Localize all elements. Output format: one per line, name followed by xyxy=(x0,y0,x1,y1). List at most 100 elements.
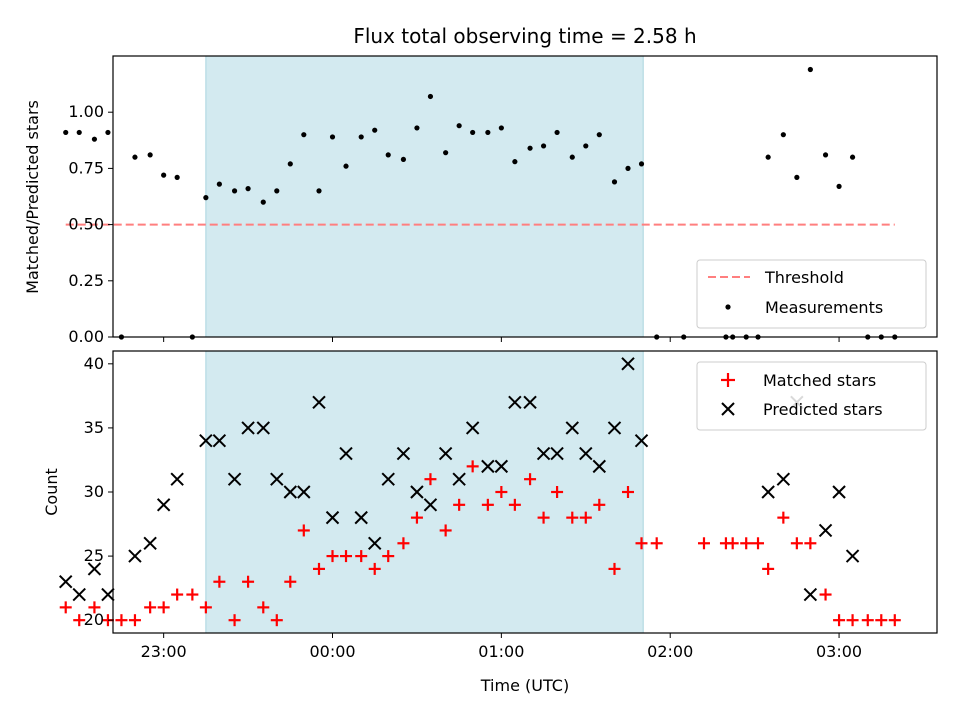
ratio-y-tick-label: 0.00 xyxy=(68,327,104,346)
matched-star-point xyxy=(73,614,86,627)
ratio-y-axis-label: Matched/Predicted stars xyxy=(23,100,42,294)
measurement-point xyxy=(427,93,434,100)
x-tick-label: 00:00 xyxy=(309,642,355,661)
predicted-star-point xyxy=(59,575,73,589)
threshold-legend-label: Threshold xyxy=(764,268,844,287)
predicted-star-point xyxy=(452,472,466,486)
matched-star-point xyxy=(186,588,199,601)
measurement-point xyxy=(569,154,575,160)
predicted-star-point xyxy=(832,485,846,499)
matched-star-point xyxy=(171,588,184,601)
matched-star-point xyxy=(88,601,101,614)
measurement-point xyxy=(274,188,280,194)
predicted-star-point xyxy=(423,498,438,512)
matched-star-point xyxy=(481,498,494,511)
matched-star-point xyxy=(790,537,803,550)
count-y-tick-label: 30 xyxy=(84,482,104,501)
measurement-point xyxy=(456,123,462,129)
predicted-star-point xyxy=(212,434,227,448)
matched-star-point xyxy=(579,511,592,524)
predicted-star-point xyxy=(607,421,622,435)
predicted-stars-series xyxy=(59,357,860,602)
matched-star-point xyxy=(59,601,72,614)
matched-star-point xyxy=(297,524,310,537)
measurement-point xyxy=(443,150,449,156)
predicted-star-point xyxy=(227,472,242,486)
predicted-star-point xyxy=(550,446,564,461)
predicted-star-point xyxy=(592,459,607,474)
matched-star-point xyxy=(382,550,395,563)
matched-star-point xyxy=(650,537,663,550)
matched-star-point xyxy=(888,614,901,627)
predicted-star-point xyxy=(818,523,833,538)
matched-star-point xyxy=(270,614,283,627)
measurements-legend-swatch xyxy=(725,304,731,310)
measurement-point xyxy=(638,161,645,167)
measurement-point xyxy=(372,127,378,133)
measurement-point xyxy=(76,129,82,136)
predicted-star-point xyxy=(410,485,424,499)
x-tick-label: 01:00 xyxy=(478,642,524,661)
count-y-tick-label: 35 xyxy=(84,418,104,437)
matched-star-point xyxy=(819,588,832,601)
matched-star-point xyxy=(608,562,621,575)
predicted-star-point xyxy=(579,446,593,461)
matched-star-point xyxy=(740,537,753,550)
measurement-point xyxy=(105,129,111,136)
predicted-star-point xyxy=(536,446,551,461)
predicted-star-point xyxy=(565,421,579,435)
measurement-point xyxy=(287,161,293,167)
measurement-point xyxy=(414,125,420,131)
predicted-star-point xyxy=(621,357,635,371)
ratio-legend: Threshold Measurements xyxy=(696,259,927,329)
matched-star-point xyxy=(551,486,564,498)
ratio-axes-frame xyxy=(112,55,938,338)
predicted-star-point xyxy=(283,485,298,499)
predicted-star-point xyxy=(241,421,255,435)
measurement-point xyxy=(216,181,222,187)
predicted-star-point xyxy=(396,446,411,461)
predicted-star-point xyxy=(634,434,649,448)
measurement-point xyxy=(147,152,153,158)
matched-star-point xyxy=(752,537,765,550)
predicted-star-point xyxy=(270,472,284,486)
matched-star-point xyxy=(368,562,381,575)
measurement-point xyxy=(794,174,800,180)
chart-title: Flux total observing time = 2.58 h xyxy=(353,24,696,48)
matched-star-point xyxy=(128,614,141,627)
measurement-point xyxy=(301,132,307,138)
matched-stars-legend-swatch xyxy=(721,373,735,387)
matched-star-point xyxy=(566,511,579,524)
matched-star-point xyxy=(228,614,241,627)
measurement-point xyxy=(174,174,180,180)
matched-star-point xyxy=(537,511,550,524)
ratio-y-tick-label: 1.00 xyxy=(68,102,104,121)
measurement-point xyxy=(807,66,813,73)
measurement-point xyxy=(625,165,631,171)
measurements-legend-label: Measurements xyxy=(765,298,883,317)
matched-star-point xyxy=(199,601,212,614)
matched-star-point xyxy=(697,537,710,550)
measurement-point xyxy=(583,143,589,149)
matched-star-point xyxy=(622,486,634,498)
count-y-tick-label: 25 xyxy=(84,546,104,565)
matched-star-point xyxy=(213,575,226,588)
matched-star-point xyxy=(313,562,325,575)
measurement-point xyxy=(527,145,533,151)
count-highlight-span xyxy=(205,350,644,634)
matched-star-point xyxy=(524,473,537,486)
matched-star-point xyxy=(115,614,128,627)
matched-star-point xyxy=(846,614,859,627)
ratio-y-tick-label: 0.50 xyxy=(68,215,104,234)
ratio-highlight-span xyxy=(205,55,644,338)
measurement-point xyxy=(765,154,771,160)
predicted-star-point xyxy=(101,587,115,602)
count-y-tick-label: 20 xyxy=(84,610,104,629)
measurement-point xyxy=(161,172,167,178)
matched-star-point xyxy=(875,614,888,627)
ratio-y-tick-label: 0.25 xyxy=(68,271,104,290)
measurement-point xyxy=(260,199,266,205)
predicted-star-point xyxy=(845,549,860,563)
x-tick-label: 23:00 xyxy=(141,642,187,661)
count-y-axis-label: Count xyxy=(42,468,61,516)
